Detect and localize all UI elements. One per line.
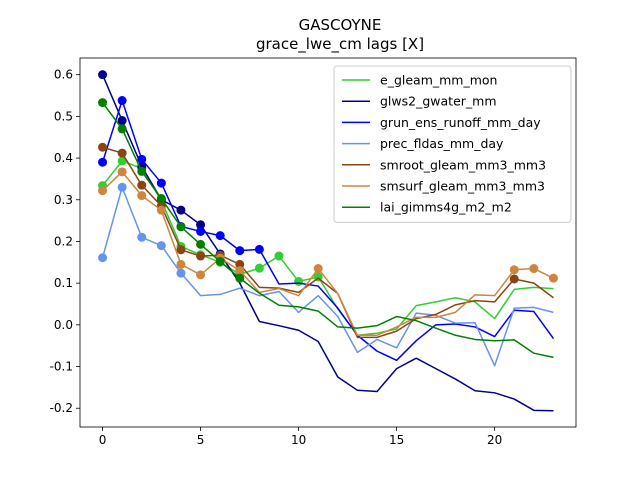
- data-point-e_gleam_mm_mon: [294, 276, 304, 286]
- y-tick-label: 0.1: [54, 276, 73, 290]
- data-point-smsurf_gleam_mm3_mm3: [509, 265, 519, 275]
- data-point-lai_gimms4g_m2_m2: [137, 166, 147, 176]
- x-tick-label: 15: [389, 433, 404, 447]
- data-point-smroot_gleam_mm3_mm3: [137, 180, 147, 190]
- data-point-smsurf_gleam_mm3_mm3: [196, 270, 206, 280]
- series-line-smsurf_gleam_mm3_mm3: [102, 171, 554, 337]
- data-point-lai_gimms4g_m2_m2: [215, 256, 225, 266]
- legend-label-smroot_gleam_mm3_mm3: smroot_gleam_mm3_mm3: [380, 157, 546, 172]
- series-line-e_gleam_mm_mon: [101, 160, 554, 337]
- data-point-lai_gimms4g_m2_m2: [156, 194, 166, 204]
- legend-label-glws2_gwater_mm: glws2_gwater_mm: [380, 94, 497, 109]
- data-point-smroot_gleam_mm3_mm3: [509, 274, 519, 284]
- x-tick-label: 0: [99, 433, 107, 447]
- data-point-grun_ens_runoff_mm_day: [196, 226, 206, 236]
- data-point-prec_fldas_mm_day: [156, 241, 166, 251]
- data-point-grun_ens_runoff_mm_day: [137, 154, 147, 164]
- data-point-grun_ens_runoff_mm_day: [254, 244, 264, 254]
- legend-label-grun_ens_runoff_mm_day: grun_ens_runoff_mm_day: [380, 115, 541, 130]
- data-point-smroot_gleam_mm3_mm3: [235, 259, 245, 269]
- data-point-glws2_gwater_mm: [117, 116, 127, 126]
- x-tick-label: 20: [487, 433, 502, 447]
- data-point-grun_ens_runoff_mm_day: [98, 157, 108, 167]
- chart-subtitle: grace_lwe_cm lags [X]: [256, 35, 424, 54]
- data-point-lai_gimms4g_m2_m2: [235, 273, 245, 283]
- data-point-e_gleam_mm_mon: [274, 251, 284, 261]
- y-tick-label: -0.2: [50, 401, 73, 415]
- legend-label-lai_gimms4g_m2_m2: lai_gimms4g_m2_m2: [380, 200, 512, 215]
- data-point-grun_ens_runoff_mm_day: [235, 246, 245, 256]
- data-point-lai_gimms4g_m2_m2: [196, 239, 206, 249]
- data-point-smsurf_gleam_mm3_mm3: [117, 167, 127, 177]
- x-tick-label: 5: [197, 433, 205, 447]
- data-point-smroot_gleam_mm3_mm3: [117, 148, 127, 158]
- y-tick-label: -0.1: [50, 360, 73, 374]
- data-point-smroot_gleam_mm3_mm3: [98, 142, 108, 152]
- series-line-prec_fldas_mm_day: [101, 186, 554, 367]
- y-tick-label: 0.4: [54, 151, 73, 165]
- axes-frame: [79, 57, 577, 428]
- data-point-grun_ens_runoff_mm_day: [156, 178, 166, 188]
- data-point-prec_fldas_mm_day: [98, 253, 108, 263]
- y-tick-label: 0.6: [54, 68, 73, 82]
- legend: e_gleam_mm_mon glws2_gwater_mm grun_ens_ru…: [333, 65, 572, 223]
- data-point-prec_fldas_mm_day: [137, 232, 147, 242]
- legend-label-e_gleam_mm_mon: e_gleam_mm_mon: [380, 73, 497, 88]
- data-point-glws2_gwater_mm: [176, 205, 186, 215]
- y-tick-label: 0.0: [54, 318, 73, 332]
- data-point-e_gleam_mm_mon: [254, 263, 264, 273]
- y-tick-label: 0.3: [54, 193, 73, 207]
- data-point-lai_gimms4g_m2_m2: [176, 222, 186, 232]
- x-tick-label: 10: [291, 433, 306, 447]
- data-point-smsurf_gleam_mm3_mm3: [98, 186, 108, 196]
- data-point-lai_gimms4g_m2_m2: [117, 124, 127, 134]
- data-point-prec_fldas_mm_day: [176, 268, 186, 278]
- data-point-glws2_gwater_mm: [98, 70, 108, 80]
- data-point-smsurf_gleam_mm3_mm3: [529, 264, 539, 274]
- chart-title: GASCOYNE: [299, 16, 382, 34]
- data-point-smsurf_gleam_mm3_mm3: [548, 273, 558, 283]
- series-line-lai_gimms4g_m2_m2: [101, 102, 554, 359]
- data-point-grun_ens_runoff_mm_day: [215, 231, 225, 241]
- data-point-smsurf_gleam_mm3_mm3: [235, 266, 245, 276]
- data-point-smsurf_gleam_mm3_mm3: [156, 205, 166, 215]
- data-point-e_gleam_mm_mon: [117, 156, 127, 166]
- series-line-smroot_gleam_mm3_mm3: [102, 146, 554, 339]
- data-point-smsurf_gleam_mm3_mm3: [137, 191, 147, 201]
- data-point-smroot_gleam_mm3_mm3: [196, 251, 206, 261]
- legend-label-smsurf_gleam_mm3_mm3: smsurf_gleam_mm3_mm3: [380, 179, 545, 194]
- data-point-smroot_gleam_mm3_mm3: [176, 245, 186, 255]
- plot-area: 0 5 10 15 20 -0.2 -0.1 0.0 0.1 0.2 0.3 0.4 0.5 0.6: [50, 57, 577, 447]
- data-point-smsurf_gleam_mm3_mm3: [313, 264, 323, 274]
- y-tick-label: 0.5: [54, 109, 73, 123]
- legend-label-prec_fldas_mm_day: prec_fldas_mm_day: [380, 136, 504, 151]
- y-tick-label: 0.2: [54, 234, 73, 248]
- data-point-prec_fldas_mm_day: [117, 182, 127, 192]
- data-point-lai_gimms4g_m2_m2: [98, 98, 108, 108]
- legend-box: [333, 65, 572, 223]
- data-point-glws2_gwater_mm: [196, 220, 206, 230]
- data-point-smsurf_gleam_mm3_mm3: [176, 259, 186, 269]
- data-point-grun_ens_runoff_mm_day: [117, 96, 127, 106]
